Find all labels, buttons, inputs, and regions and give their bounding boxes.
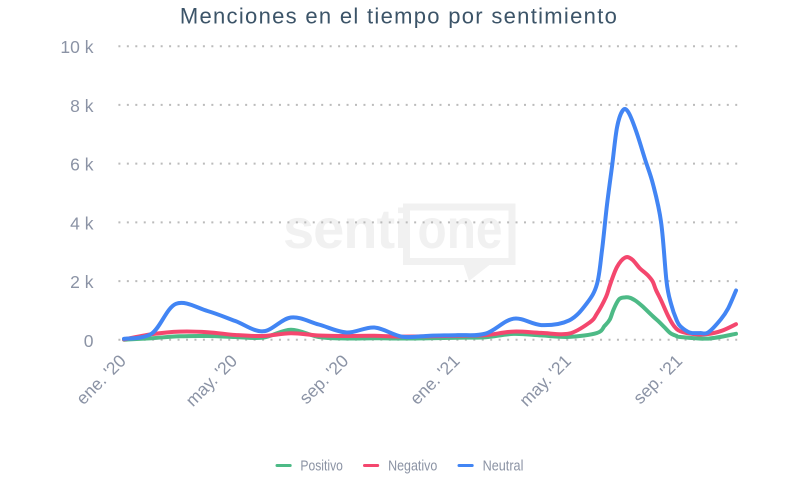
svg-text:Menciones en el tiempo por sen: Menciones en el tiempo por sentimiento <box>180 4 618 29</box>
svg-text:sep. '20: sep. '20 <box>295 351 352 408</box>
svg-text:8 k: 8 k <box>70 96 94 116</box>
svg-text:ene. '20: ene. '20 <box>72 351 130 409</box>
svg-text:Neutral: Neutral <box>483 459 524 475</box>
svg-text:may. '20: may. '20 <box>182 351 242 411</box>
svg-text:10 k: 10 k <box>60 37 93 57</box>
svg-text:4 k: 4 k <box>70 213 94 233</box>
svg-text:Negativo: Negativo <box>388 459 437 475</box>
svg-text:ene. '21: ene. '21 <box>406 351 464 409</box>
svg-text:Positivo: Positivo <box>300 459 343 475</box>
svg-text:may. '21: may. '21 <box>515 351 575 411</box>
svg-text:2 k: 2 k <box>70 272 94 292</box>
svg-text:6 k: 6 k <box>70 155 94 175</box>
svg-text:one: one <box>418 197 503 260</box>
svg-text:sep. '21: sep. '21 <box>629 351 686 408</box>
svg-text:0: 0 <box>84 331 94 351</box>
svg-text:senti: senti <box>283 197 409 260</box>
